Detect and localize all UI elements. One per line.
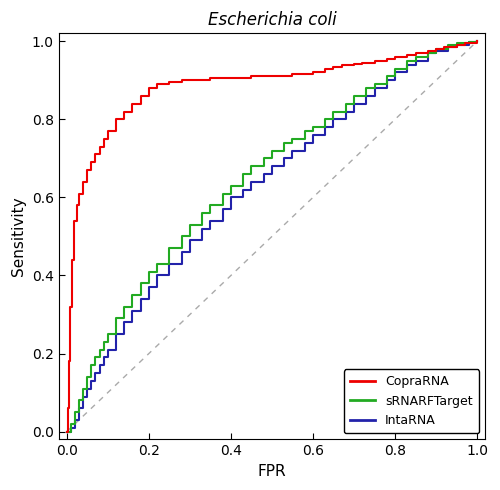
CopraRNA <box>462 40 468 46</box>
Line: sRNARFTarget: sRNARFTarget <box>66 41 477 432</box>
IntaRNA <box>100 362 106 368</box>
Y-axis label: Sensitivity: Sensitivity <box>11 196 26 276</box>
IntaRNA <box>322 124 328 130</box>
sRNARFTarget <box>64 429 70 435</box>
sRNARFTarget <box>474 38 480 44</box>
X-axis label: FPR: FPR <box>258 464 286 479</box>
sRNARFTarget <box>330 109 336 115</box>
IntaRNA <box>64 429 70 435</box>
IntaRNA <box>330 117 336 122</box>
IntaRNA <box>351 109 357 115</box>
CopraRNA <box>64 429 70 435</box>
Line: IntaRNA: IntaRNA <box>66 41 477 432</box>
CopraRNA <box>474 38 480 44</box>
Line: CopraRNA: CopraRNA <box>66 41 477 432</box>
sRNARFTarget <box>322 117 328 122</box>
CopraRNA <box>74 218 80 224</box>
IntaRNA <box>351 101 357 107</box>
Legend: CopraRNA, sRNARFTarget, IntaRNA: CopraRNA, sRNARFTarget, IntaRNA <box>344 369 479 433</box>
sRNARFTarget <box>351 101 357 107</box>
CopraRNA <box>96 151 102 157</box>
sRNARFTarget <box>100 347 106 353</box>
sRNARFTarget <box>72 409 78 415</box>
IntaRNA <box>72 417 78 423</box>
CopraRNA <box>404 52 410 58</box>
sRNARFTarget <box>351 93 357 99</box>
IntaRNA <box>474 38 480 44</box>
CopraRNA <box>92 159 98 165</box>
Title: Escherichia coli: Escherichia coli <box>208 11 336 29</box>
CopraRNA <box>462 42 468 48</box>
